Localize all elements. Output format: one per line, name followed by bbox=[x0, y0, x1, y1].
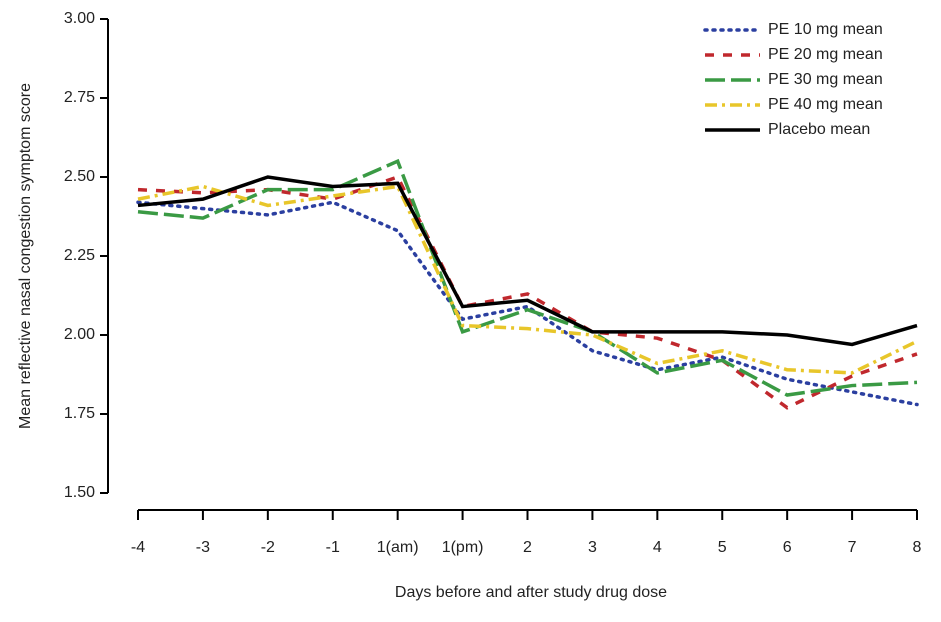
series-line bbox=[137, 184, 918, 375]
x-tick-label: 2 bbox=[523, 539, 532, 556]
y-tick-label: 1.75 bbox=[64, 405, 95, 422]
y-tick-label: 2.25 bbox=[64, 247, 95, 264]
x-tick-label: 8 bbox=[913, 539, 922, 556]
legend-label: Placebo mean bbox=[768, 121, 870, 138]
x-tick-label: -3 bbox=[196, 539, 210, 556]
x-tick-label: 1(am) bbox=[377, 539, 419, 556]
x-tick-label: 1(pm) bbox=[442, 539, 484, 556]
y-axis-title: Mean reflective nasal congestion symptom… bbox=[17, 83, 34, 429]
y-tick-label: 2.50 bbox=[64, 168, 95, 185]
x-tick-label: 3 bbox=[588, 539, 597, 556]
x-tick-label: -2 bbox=[261, 539, 275, 556]
x-tick-label: 7 bbox=[848, 539, 857, 556]
y-tick-label: 3.00 bbox=[64, 10, 95, 27]
legend-label: PE 30 mg mean bbox=[768, 71, 883, 88]
y-tick-label: 2.75 bbox=[64, 89, 95, 106]
y-tick-label: 1.50 bbox=[64, 484, 95, 501]
x-tick-label: 6 bbox=[783, 539, 792, 556]
y-tick-label: 2.00 bbox=[64, 326, 95, 343]
x-tick-label: 4 bbox=[653, 539, 662, 556]
series-line bbox=[137, 158, 918, 397]
series-line bbox=[137, 174, 918, 410]
x-tick-label: 5 bbox=[718, 539, 727, 556]
x-tick-label: -4 bbox=[131, 539, 145, 556]
legend-label: PE 20 mg mean bbox=[768, 46, 883, 63]
x-tick-label: -1 bbox=[326, 539, 340, 556]
series-line bbox=[136, 200, 919, 407]
series-line bbox=[137, 175, 918, 347]
x-axis-title: Days before and after study drug dose bbox=[395, 584, 667, 601]
legend-label: PE 10 mg mean bbox=[768, 21, 883, 38]
legend-label: PE 40 mg mean bbox=[768, 96, 883, 113]
